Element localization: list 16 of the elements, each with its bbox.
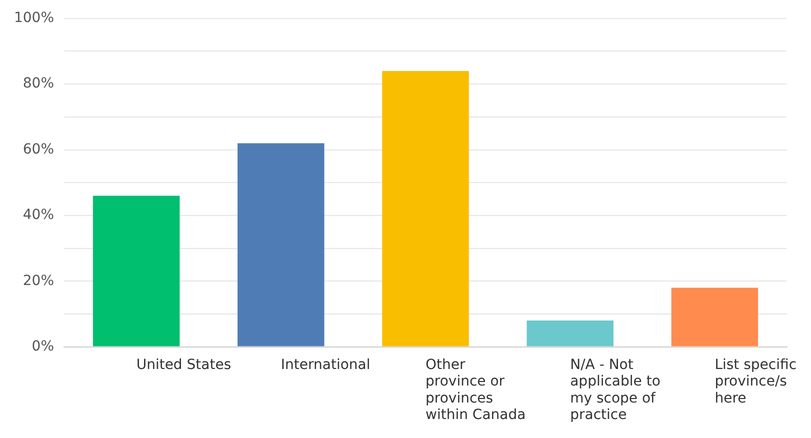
y-tick-label: 100% — [14, 10, 54, 26]
y-tick-label: 80% — [22, 76, 54, 92]
bar — [671, 288, 758, 346]
x-tick-label: United States — [136, 356, 232, 373]
bar — [382, 70, 469, 346]
y-tick-label: 40% — [22, 207, 54, 224]
bar — [92, 196, 180, 346]
x-tick-label: N/A - Not applicable to my scope of practice — [570, 356, 660, 424]
x-tick-label: Other province or provinces within Canada — [426, 356, 526, 424]
y-tick-label: 20% — [22, 272, 54, 289]
y-tick-label: 60% — [22, 141, 54, 158]
bar — [526, 320, 614, 346]
bar — [238, 143, 324, 346]
x-tick-label: International — [280, 356, 370, 373]
x-tick-label: List specific province/s here — [714, 356, 797, 406]
y-tick-label: 0% — [32, 338, 54, 354]
